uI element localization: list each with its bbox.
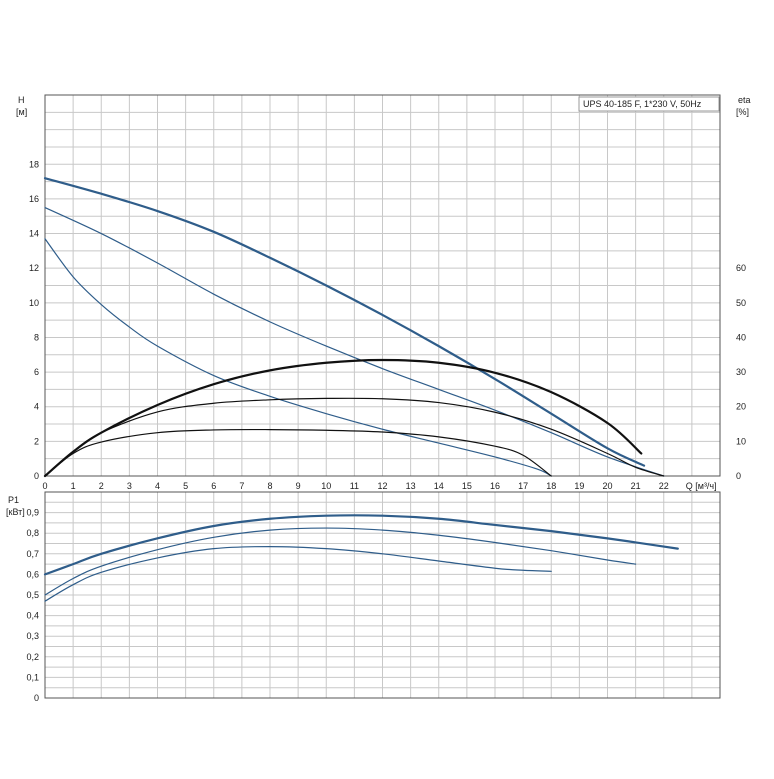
- y2-axis-label-unit: [%]: [736, 107, 749, 117]
- y2-tick-label: 20: [736, 402, 746, 412]
- x-tick-label: 9: [296, 481, 301, 491]
- head-curve-speed-1: [44, 238, 552, 477]
- y2-tick-label: 50: [736, 298, 746, 308]
- y-tick-label: 4: [34, 402, 39, 412]
- x-tick-label: 12: [377, 481, 387, 491]
- x-tick-label: 2: [99, 481, 104, 491]
- y2-axis-label-symbol: eta: [738, 95, 751, 105]
- x-tick-label: 7: [239, 481, 244, 491]
- y-axis-label-symbol: H: [18, 95, 25, 105]
- x-tick-label: 10: [321, 481, 331, 491]
- power-y-tick-label: 0,6: [26, 569, 39, 579]
- y-axis-label-unit: [м]: [16, 107, 27, 117]
- x-tick-label: 4: [155, 481, 160, 491]
- x-tick-label: 17: [518, 481, 528, 491]
- x-tick-label: 0: [42, 481, 47, 491]
- y-tick-label: 16: [29, 194, 39, 204]
- y-tick-label: 18: [29, 159, 39, 169]
- x-tick-label: 14: [434, 481, 444, 491]
- efficiency-curve-speed-1: [44, 428, 552, 477]
- x-tick-label: 5: [183, 481, 188, 491]
- x-tick-label: 22: [659, 481, 669, 491]
- power-curve-speed-1: [44, 545, 552, 602]
- y-tick-label: 6: [34, 367, 39, 377]
- x-tick-label: 11: [350, 481, 359, 491]
- power-axis-label-unit: [кВт]: [6, 507, 25, 517]
- x-tick-label: 21: [631, 481, 641, 491]
- efficiency-curve-speed-2: [44, 397, 665, 477]
- power-y-tick-label: 0,2: [26, 652, 39, 662]
- y2-tick-label: 40: [736, 332, 746, 342]
- power-curve-speed-2: [44, 527, 637, 596]
- y2-tick-label: 0: [736, 471, 741, 481]
- y2-tick-label: 60: [736, 263, 746, 273]
- power-y-tick-label: 0,8: [26, 528, 39, 538]
- x-tick-label: 19: [574, 481, 584, 491]
- power-curve-speed-3: [43, 514, 679, 576]
- y2-tick-label: 30: [736, 367, 746, 377]
- power-y-tick-label: 0,7: [26, 549, 39, 559]
- power-axis-label-symbol: P1: [8, 495, 19, 505]
- chart-title: UPS 40-185 F, 1*230 V, 50Hz: [583, 99, 702, 109]
- x-tick-label: 1: [71, 481, 76, 491]
- x-tick-label: 16: [490, 481, 500, 491]
- chart-title-box: [578, 96, 720, 112]
- x-tick-label: 8: [267, 481, 272, 491]
- y-tick-label: 2: [34, 436, 39, 446]
- y-tick-label: 0: [34, 471, 39, 481]
- power-y-tick-label: 0,9: [26, 508, 39, 518]
- y2-tick-label: 10: [736, 436, 746, 446]
- power-y-tick-label: 0: [34, 693, 39, 703]
- x-tick-label: 6: [211, 481, 216, 491]
- y-tick-label: 8: [34, 332, 39, 342]
- y-tick-label: 10: [29, 298, 39, 308]
- head-plot-frame: [44, 94, 721, 477]
- power-y-tick-label: 0,5: [26, 590, 39, 600]
- power-y-tick-label: 0,4: [26, 611, 39, 621]
- x-axis-label: Q [м³/ч]: [686, 481, 717, 491]
- x-tick-label: 3: [127, 481, 132, 491]
- x-tick-label: 18: [546, 481, 556, 491]
- x-tick-label: 13: [406, 481, 416, 491]
- y-tick-label: 12: [29, 263, 39, 273]
- power-y-tick-label: 0,1: [26, 672, 39, 682]
- y-tick-label: 14: [29, 229, 39, 239]
- head-curve-speed-2: [44, 206, 665, 477]
- x-tick-label: 20: [602, 481, 612, 491]
- power-y-tick-label: 0,3: [26, 631, 39, 641]
- x-tick-label: 15: [462, 481, 472, 491]
- head-curve-speed-3: [43, 177, 646, 467]
